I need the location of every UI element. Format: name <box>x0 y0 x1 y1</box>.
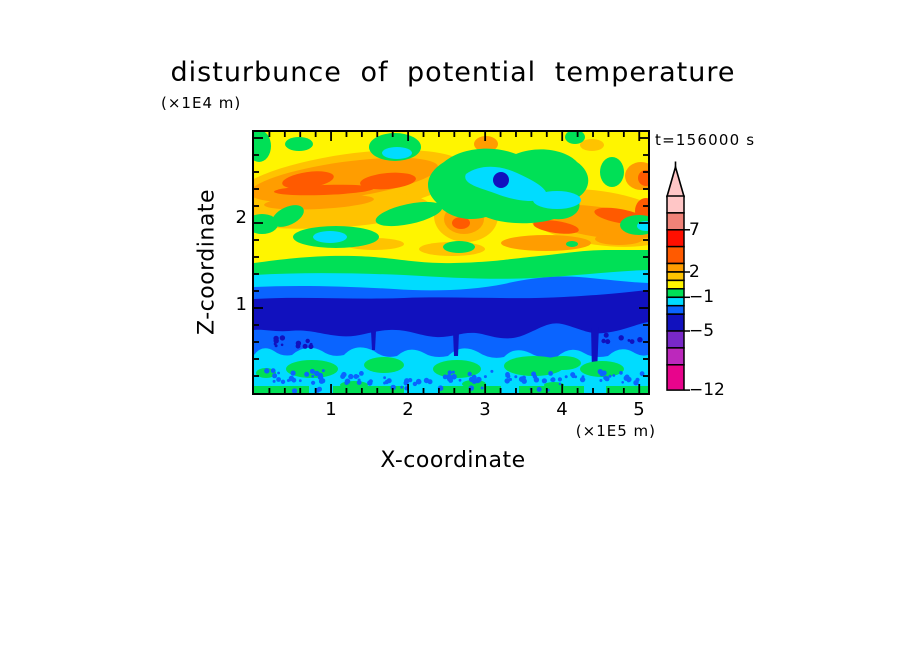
colorbar-label-−12: −12 <box>689 380 725 401</box>
colorbar-label-2: 2 <box>689 261 700 282</box>
x-axis-unit-label: (×1E5 m) <box>575 422 656 440</box>
y-axis-unit-label: (×1E4 m) <box>161 94 242 112</box>
axis-ticks <box>254 132 648 393</box>
colorbar-label-−5: −5 <box>689 321 715 342</box>
x-axis-title: X-coordinate <box>380 448 526 473</box>
y-axis-title: Z-coordinate <box>194 189 220 335</box>
x-tick-label-2: 2 <box>402 399 414 420</box>
colorbar-label-−1: −1 <box>689 287 715 308</box>
contour-field <box>254 132 648 393</box>
x-tick-label-4: 4 <box>556 399 568 420</box>
time-annotation: t=156000 s <box>655 131 756 149</box>
speckle-dots <box>264 332 645 393</box>
y-tick-label-1: 1 <box>235 294 247 315</box>
chart-title: disturbunce of potential temperature <box>170 57 736 88</box>
y-tick-label-2: 2 <box>235 207 247 228</box>
x-tick-label-5: 5 <box>633 399 645 420</box>
plot-area <box>252 130 650 395</box>
x-tick-label-3: 3 <box>479 399 491 420</box>
colorbar-label-7: 7 <box>689 219 700 240</box>
colorbar <box>665 161 690 391</box>
x-tick-label-1: 1 <box>325 399 337 420</box>
